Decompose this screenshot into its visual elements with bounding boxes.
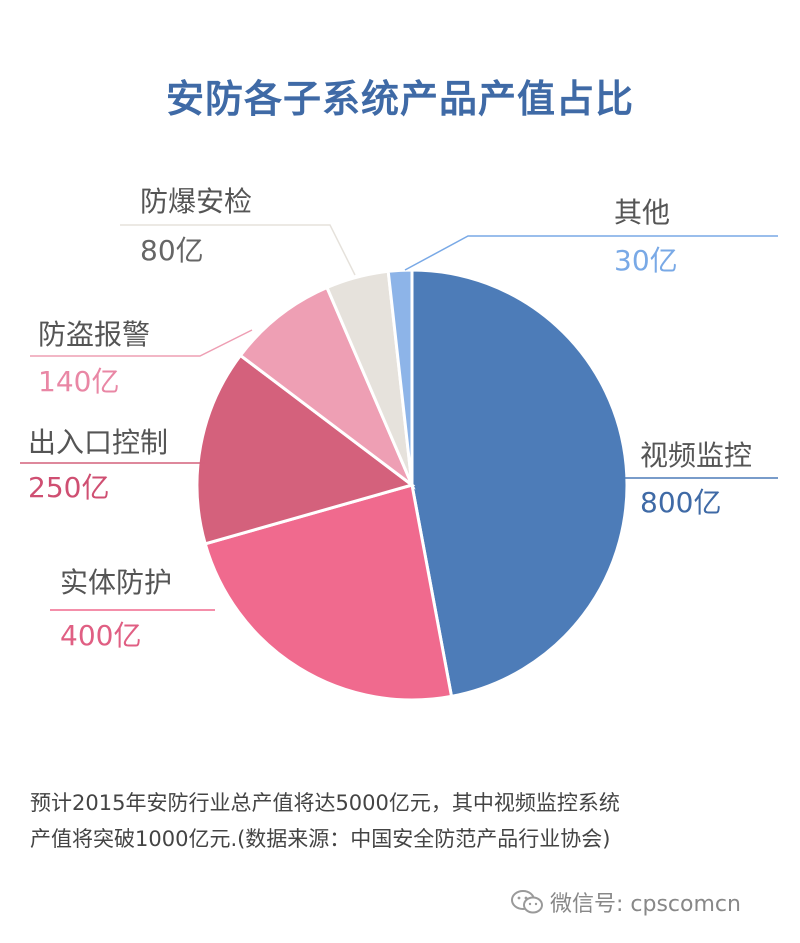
slice-name-label: 出入口控制: [28, 426, 168, 459]
pie-slice-1: [203, 483, 454, 702]
leader-line-3: [30, 329, 253, 357]
slice-name-label: 实体防护: [60, 566, 172, 599]
leader-line-5: [404, 235, 778, 271]
wechat-label: 微信号: cpscomcn: [550, 892, 741, 917]
slice-value-label: 30亿: [614, 244, 678, 277]
pie-slice-2: [195, 353, 416, 546]
pie-slice-5: [386, 268, 414, 486]
slice-value-label: 80亿: [140, 234, 204, 267]
leader-line-4: [120, 224, 356, 276]
slice-value-label: 140亿: [38, 365, 119, 398]
footnote: 预计2015年安防行业总产值将达5000亿元，其中视频监控系统 产值将突破100…: [30, 785, 780, 857]
pie-slice-3: [238, 285, 416, 490]
pie-slices: [195, 268, 629, 702]
slice-value-label: 400亿: [60, 619, 141, 652]
wechat-icon: [511, 890, 543, 914]
wechat-id: 微信号: cpscomcn: [510, 886, 741, 918]
chart-title: 安防各子系统产品产值占比: [165, 77, 634, 121]
slice-name-label: 防爆安检: [140, 185, 252, 218]
slice-value-label: 800亿: [640, 486, 721, 519]
slice-value-label: 250亿: [28, 471, 109, 504]
footnote-line-2: 产值将突破1000亿元.(数据来源：中国安全防范产品行业协会): [30, 827, 611, 851]
footnote-line-1: 预计2015年安防行业总产值将达5000亿元，其中视频监控系统: [30, 791, 620, 815]
slice-name-label: 其他: [614, 196, 670, 229]
pie-slice-0: [410, 268, 629, 699]
slice-name-label: 视频监控: [640, 439, 752, 472]
slice-name-label: 防盗报警: [38, 318, 150, 351]
